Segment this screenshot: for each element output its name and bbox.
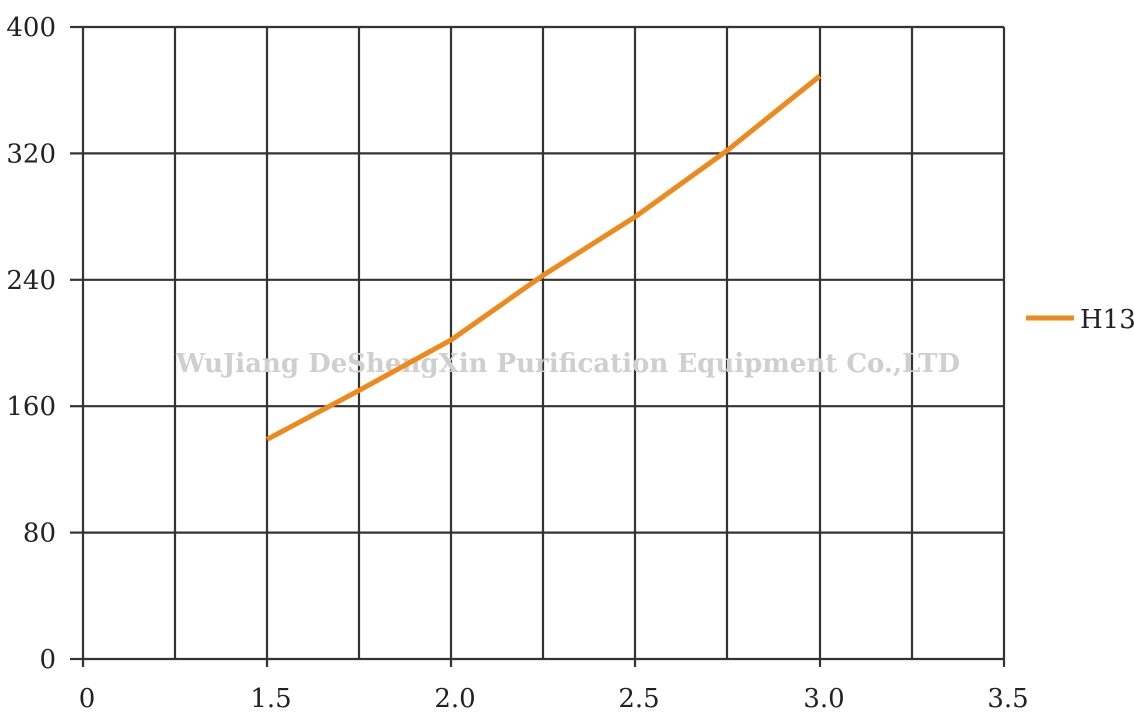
watermark: WuJiang DeShengXin Purification Equipmen…	[175, 349, 960, 379]
x-tick-label: 1.5	[250, 684, 291, 714]
x-tick-label: 3.5	[987, 684, 1028, 714]
series-group	[265, 74, 822, 442]
x-tick-label: 3.0	[803, 684, 844, 714]
x-axis-ticks: 0 1.5 2.0 2.5 3.0 3.5	[79, 684, 1029, 714]
y-tick-label: 80	[23, 519, 56, 549]
x-tick-label: 2.0	[434, 684, 475, 714]
y-axis-ticks: 0 80 160 240 320 400	[6, 13, 56, 675]
x-tick-label: 0	[79, 684, 96, 714]
y-tick-label: 320	[6, 139, 56, 169]
y-tick-label: 400	[6, 13, 56, 43]
y-tick-label: 160	[6, 392, 56, 422]
x-tick-label: 2.5	[618, 684, 659, 714]
legend-label-h13: H13	[1080, 305, 1134, 335]
legend: H13	[1026, 305, 1134, 335]
grid	[70, 25, 1006, 667]
y-tick-label: 240	[6, 266, 56, 296]
y-tick-label: 0	[39, 645, 56, 675]
